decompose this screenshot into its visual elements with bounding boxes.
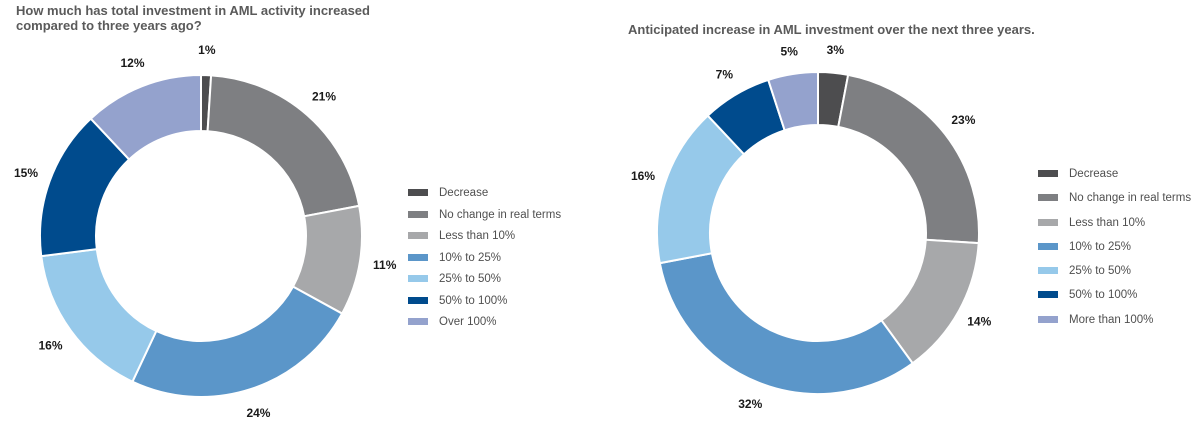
donut-slice [40,248,158,384]
donut-slice [89,73,202,161]
chart-title: How much has total investment in AML act… [16,3,370,33]
donut-chart: 1% 21% 11% 24% 16% 15% 12% [14,43,397,420]
legend-swatch [1038,218,1058,226]
donut-slice [206,74,361,218]
legend-item: 25% to 50% [1038,264,1191,288]
legend-swatch [408,232,428,239]
slice-data-label: 16% [39,338,63,352]
legend-label: Over 100% [439,316,497,328]
legend-item: Less than 10% [408,229,561,251]
legend-label: 25% to 50% [439,273,502,285]
legend-swatch [1038,242,1058,250]
legend-item: No change in real terms [1038,191,1191,215]
donut-slice [766,70,819,132]
legend-label: 25% to 50% [1069,265,1132,278]
legend-label: 10% to 25% [439,251,502,264]
slice-data-label: 14% [967,315,991,329]
donut-chart: 3% 23% 14% 32% 16% 7% 5% [631,43,992,411]
legend-label: Decrease [439,187,489,199]
legend-swatch [408,253,428,261]
legend-item: Over 100% [408,315,561,337]
legend-item: 10% to 25% [408,251,561,273]
legend-item: More than 100% [1038,313,1191,337]
slice-data-label: 23% [951,113,975,127]
donut-slice [658,252,915,395]
slice-data-label: 21% [312,89,336,103]
legend-item: 25% to 50% [408,272,561,294]
legend-swatch [1038,291,1058,299]
legend-item: 50% to 100% [408,294,561,316]
legend-item: 50% to 100% [1038,288,1191,312]
legend-swatch [1038,267,1058,275]
legend-label: 50% to 100% [1069,289,1138,302]
slice-data-label: 16% [631,169,655,183]
legend-label: 10% to 25% [1069,240,1132,253]
slice-data-label: 15% [14,166,38,180]
slice-data-label: 5% [781,44,799,58]
legend-swatch [408,296,428,304]
slice-data-label: 24% [246,406,270,420]
chart-panel-investment-future: Anticipated increase in AML investment o… [600,0,1200,430]
donut-slice [837,73,980,245]
legend-label: Decrease [1069,168,1119,180]
legend-label: No change in real terms [439,208,562,221]
slice-data-label: 32% [738,397,762,411]
legend-label: 50% to 100% [439,294,508,307]
chart-panel-investment-past: How much has total investment in AML act… [14,3,561,420]
legend-swatch [408,275,428,282]
slice-data-label: 12% [121,56,145,70]
legend-swatch [408,210,428,218]
chart-title: Anticipated increase in AML investment o… [628,22,1035,37]
legend-swatch [1038,170,1058,177]
legend-swatch [1038,315,1058,323]
legend-swatch [408,189,428,196]
legend-label: More than 100% [1069,313,1154,326]
legend-item: 10% to 25% [1038,240,1191,264]
slice-data-label: 1% [198,43,216,57]
legend-item: Decrease [1038,167,1191,191]
slice-data-label: 11% [373,258,397,272]
chart-legend: Decrease No change in real terms Less than… [1038,167,1191,337]
legend-swatch [408,318,428,325]
legend-swatch [1038,194,1058,202]
slice-data-label: 3% [827,43,845,57]
legend-label: No change in real terms [1069,192,1192,205]
donut-slice [131,285,344,398]
legend-label: Less than 10% [439,230,516,242]
slice-data-label: 7% [716,68,734,82]
legend-item: Less than 10% [1038,216,1191,240]
legend-label: Less than 10% [1069,216,1146,229]
chart-legend: Decrease No change in real terms Less than… [408,186,561,337]
legend-item: Decrease [408,186,561,208]
legend-item: No change in real terms [408,208,561,230]
